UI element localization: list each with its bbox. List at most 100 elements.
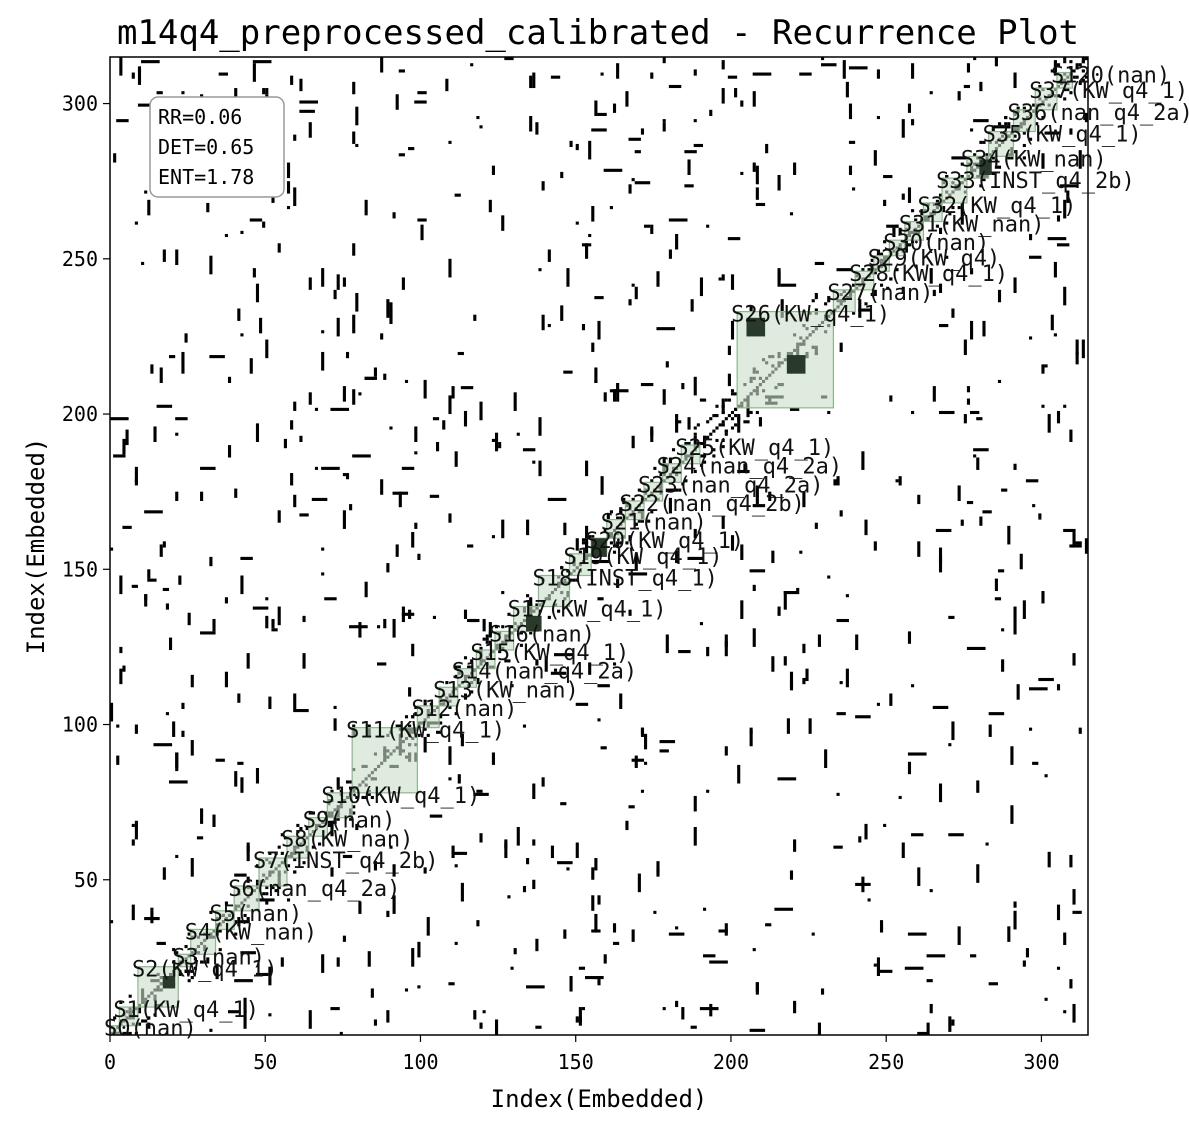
recurrence-point xyxy=(333,718,337,731)
recurrence-point xyxy=(268,851,272,855)
recurrence-point xyxy=(150,364,154,374)
segment-label: S28(KW_q4_1) xyxy=(849,262,1008,287)
recurrence-point xyxy=(566,867,570,871)
recurrence-point xyxy=(721,423,725,427)
recurrence-point xyxy=(932,386,936,402)
recurrence-point xyxy=(883,199,887,207)
x-tick-label: 150 xyxy=(558,1050,594,1074)
recurrence-point xyxy=(296,823,300,827)
recurrence-point xyxy=(1069,91,1073,95)
recurrence-point xyxy=(948,615,955,619)
recurrence-point xyxy=(206,957,210,961)
recurrence-point xyxy=(532,460,536,464)
recurrence-point xyxy=(734,414,738,418)
recurrence-point xyxy=(1047,237,1067,241)
recurrence-point xyxy=(311,811,315,815)
recurrence-point xyxy=(255,864,260,868)
recurrence-point xyxy=(476,681,480,685)
recurrence-point xyxy=(380,57,384,73)
segment-box xyxy=(233,885,260,912)
recurrence-point xyxy=(724,417,728,421)
recurrence-point xyxy=(352,805,356,809)
recurrence-point xyxy=(926,979,933,983)
recurrence-point xyxy=(588,662,592,675)
recurrence-point xyxy=(1013,150,1017,154)
recurrence-point xyxy=(631,283,635,287)
recurrence-point xyxy=(178,972,182,977)
recurrence-point xyxy=(721,445,725,449)
recurrence-point xyxy=(671,448,676,452)
recurrence-point xyxy=(119,575,123,595)
y-axis-label: Index(Embedded) xyxy=(22,438,50,655)
recurrence-point xyxy=(262,221,266,228)
recurrence-point xyxy=(588,140,592,160)
segment-box xyxy=(1034,87,1058,111)
recurrence-point xyxy=(560,171,564,179)
recurrence-point xyxy=(737,414,741,433)
recurrence-point xyxy=(612,941,620,945)
recurrence-point xyxy=(603,392,607,402)
recurrence-point xyxy=(659,740,676,744)
recurrence-point xyxy=(634,181,651,185)
recurrence-point xyxy=(640,128,645,135)
recurrence-point xyxy=(488,622,492,635)
segment-label: S35(KW_q4_1) xyxy=(983,123,1142,148)
recurrence-point xyxy=(1013,277,1017,293)
recurrence-point xyxy=(982,510,992,514)
recurrence-point xyxy=(234,873,247,877)
segment-label: S32(KW_q4_1) xyxy=(917,194,1076,219)
recurrence-point xyxy=(976,864,980,883)
recurrence-point xyxy=(681,383,685,390)
recurrence-point xyxy=(330,789,334,793)
recurrence-point xyxy=(1038,677,1054,682)
recurrence-point xyxy=(817,634,821,647)
recurrence-point xyxy=(454,712,458,716)
recurrence-point xyxy=(730,392,735,396)
x-tick-label: 300 xyxy=(1023,1050,1059,1074)
recurrence-point xyxy=(612,103,617,113)
recurrence-point xyxy=(1069,429,1073,442)
recurrence-point xyxy=(814,261,825,266)
recurrence-point xyxy=(283,438,287,449)
segment-box xyxy=(1056,71,1074,89)
recurrence-point xyxy=(277,845,281,849)
recurrence-point xyxy=(581,538,586,542)
recurrence-point xyxy=(994,57,998,67)
recurrence-point xyxy=(308,1010,312,1029)
recurrence-point xyxy=(268,1013,272,1017)
recurrence-point xyxy=(985,842,989,846)
recurrence-point xyxy=(408,724,412,728)
recurrence-point xyxy=(532,839,536,846)
recurrence-point xyxy=(640,497,645,501)
recurrence-point xyxy=(938,410,955,415)
recurrence-point xyxy=(144,190,148,194)
recurrence-point xyxy=(659,473,663,477)
recurrence-point xyxy=(541,181,545,191)
recurrence-point xyxy=(569,578,573,582)
recurrence-point xyxy=(137,1022,142,1026)
recurrence-point xyxy=(1056,410,1061,424)
plot-frame xyxy=(109,56,1089,1036)
recurrence-point xyxy=(389,308,393,325)
segment-label: S19(KW_q4_1) xyxy=(564,545,723,570)
recurrence-point xyxy=(895,268,899,272)
recurrence-point xyxy=(544,656,548,672)
recurrence-point xyxy=(938,193,943,197)
recurrence-point xyxy=(845,668,849,688)
recurrence-point xyxy=(727,373,731,387)
recurrence-point xyxy=(836,712,846,716)
recurrence-point xyxy=(380,333,384,340)
recurrence-point xyxy=(1084,538,1088,554)
recurrence-point xyxy=(141,60,160,64)
recurrence-point xyxy=(833,479,837,486)
recurrence-point xyxy=(1029,687,1048,691)
recurrence-point xyxy=(687,441,691,446)
recurrence-point xyxy=(432,417,440,421)
recurrence-point xyxy=(948,833,964,837)
recurrence-point xyxy=(873,292,877,297)
recurrence-point xyxy=(448,746,452,765)
recurrence-point xyxy=(175,951,179,955)
recurrence-point xyxy=(1075,351,1079,365)
recurrence-point xyxy=(190,858,194,877)
recurrence-point xyxy=(873,150,877,166)
